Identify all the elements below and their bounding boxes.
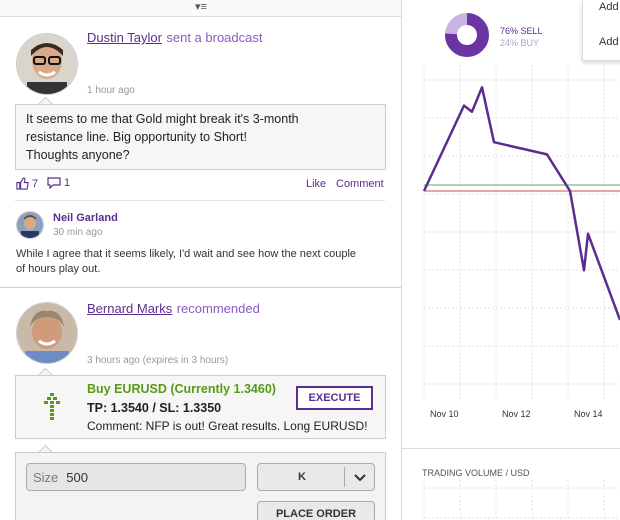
x-tick-label: Nov 12 <box>502 409 531 419</box>
comment-count[interactable]: 1 <box>47 177 70 189</box>
reply-timestamp: 30 min ago <box>53 227 103 238</box>
message-line: resistance line. Big opportunity to Shor… <box>26 130 247 144</box>
menu-item-add[interactable]: Add <box>599 36 619 48</box>
divider <box>15 200 385 201</box>
like-count-value: 7 <box>32 177 39 190</box>
author-name-link[interactable]: Bernard Marks <box>87 301 173 316</box>
reply-text-line: of hours play out. <box>16 263 101 275</box>
size-input[interactable]: Size 500 <box>26 463 246 491</box>
execute-button[interactable]: EXECUTE <box>296 386 373 410</box>
author-name-link[interactable]: Dustin Taylor <box>87 30 162 45</box>
unit-value: K <box>298 471 306 483</box>
chart-divider <box>402 448 620 449</box>
message-line: Thoughts anyone? <box>26 148 130 162</box>
size-value: 500 <box>66 469 88 485</box>
signal-title: Buy EURUSD (Currently 1.3460) <box>87 382 276 396</box>
avatar[interactable] <box>16 33 78 95</box>
thumbs-up-icon <box>16 177 29 190</box>
like-count[interactable]: 7 <box>16 177 38 190</box>
reply-author-link[interactable]: Neil Garland <box>53 212 118 224</box>
sell-percentage: 76% SELL <box>500 26 543 36</box>
price-chart[interactable] <box>402 0 620 420</box>
broadcast-message: It seems to me that Gold might break it'… <box>15 104 386 170</box>
signal-comment: Comment: NFP is out! Great results. Long… <box>87 419 368 433</box>
section-divider <box>0 287 401 288</box>
like-link[interactable]: Like <box>306 178 327 190</box>
size-label: Size <box>33 469 59 485</box>
avatar[interactable] <box>16 211 44 239</box>
price-series-line <box>422 86 620 321</box>
post-timestamp: 1 hour ago <box>87 85 135 96</box>
post-action-text: sent a broadcast <box>166 30 263 45</box>
chart-panel: 76% SELL 24% BUY Nov 10 Nov 12 Nov 14 TR… <box>402 0 620 520</box>
panel-resize-handle[interactable]: ▾≡ <box>0 0 401 17</box>
x-tick-label: Nov 10 <box>430 409 459 419</box>
place-order-button[interactable]: PLACE ORDER <box>257 501 375 520</box>
drag-grip-icon[interactable]: ▾≡ <box>195 1 207 13</box>
reply-text-line: While I agree that it seems likely, I'd … <box>16 248 357 260</box>
signal-tp-sl: TP: 1.3540 / SL: 1.3350 <box>87 401 222 415</box>
sell-slice <box>445 13 489 57</box>
unit-select[interactable]: K <box>257 463 375 491</box>
message-line: It seems to me that Gold might break it'… <box>26 112 299 126</box>
post-action-text: recommended <box>176 301 260 316</box>
trade-signal-card: Buy EURUSD (Currently 1.3460) TP: 1.3540… <box>15 375 386 439</box>
menu-item-add[interactable]: Add <box>599 1 619 13</box>
volume-title: TRADING VOLUME / USD <box>422 468 530 478</box>
select-separator <box>344 467 345 487</box>
sentiment-donut <box>445 13 489 57</box>
chevron-down-icon <box>354 474 366 482</box>
context-menu: Add Add <box>582 0 620 61</box>
volume-chart-grid <box>423 480 620 520</box>
buy-arrow-icon <box>44 393 60 420</box>
avatar[interactable] <box>16 302 78 364</box>
buy-percentage: 24% BUY <box>500 38 540 48</box>
x-tick-label: Nov 14 <box>574 409 603 419</box>
comment-link[interactable]: Comment <box>336 178 384 190</box>
post-timestamp: 3 hours ago (expires in 3 hours) <box>87 355 229 366</box>
comment-count-value: 1 <box>64 177 71 189</box>
order-panel: Size 500 K PLACE ORDER <box>15 452 386 520</box>
activity-feed: ▾≡ Dustin Taylor sent a broadcast 1 hour… <box>0 0 402 520</box>
speech-bubble-icon <box>47 177 61 189</box>
